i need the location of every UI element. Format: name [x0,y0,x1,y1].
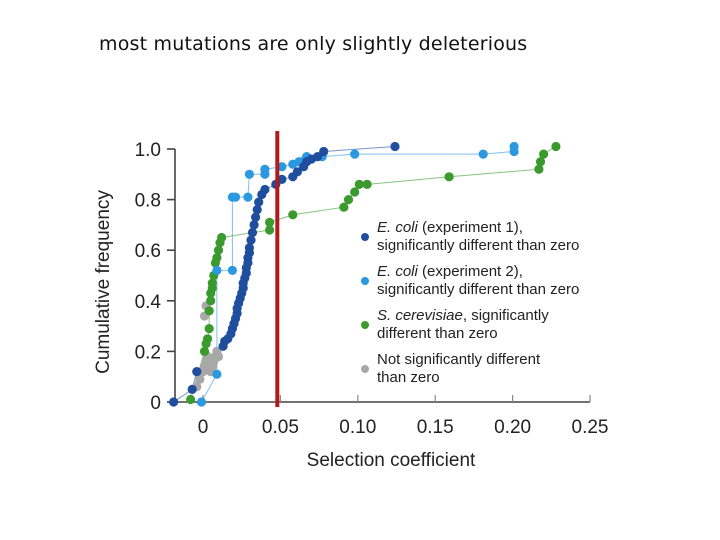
legend-label-line2: than zero [377,369,440,386]
y-tick-label: 1.0 [135,140,161,161]
data-point [260,184,270,195]
data-point [265,225,275,235]
data-point [169,397,179,407]
legend-marker [361,277,369,285]
data-point [212,253,222,263]
data-point [277,162,287,172]
data-point [244,169,254,179]
threshold-line [275,131,280,407]
legend-label: S. cerevisiae, significantly [377,307,549,324]
data-point [192,367,202,377]
data-point [260,164,270,174]
data-point [319,146,329,157]
data-point [509,141,519,152]
legend-label-line2: significantly different than zero [377,237,579,254]
x-tick-label: 0.25 [572,417,609,438]
data-point [354,179,364,189]
data-point [350,149,360,159]
data-point [204,324,214,334]
data-point [206,296,216,306]
data-point [244,243,254,253]
data-point [539,149,549,159]
data-point [212,265,222,275]
data-point [230,192,241,202]
slide-title: most mutations are only slightly deleter… [99,33,528,55]
data-point [213,351,224,362]
series-line [201,146,515,403]
data-point [187,384,197,394]
data-point [277,174,287,184]
legend-label: E. coli (experiment 1), [377,219,523,236]
data-point [339,202,349,212]
data-point [196,397,207,407]
data-point [251,212,261,222]
legend-label: E. coli (experiment 2), [377,263,523,280]
data-point [444,172,454,182]
data-point [246,235,256,245]
data-point [350,187,360,197]
data-point [249,220,259,230]
data-point [204,306,214,316]
y-tick-label: 0.4 [135,292,162,313]
x-axis-title: Selection coefficient [307,450,476,471]
data-point [254,197,264,207]
data-point [212,369,222,379]
data-point [186,394,196,405]
legend-marker [361,365,369,373]
legend: E. coli (experiment 1),significantly dif… [361,219,579,386]
data-point [390,141,400,152]
legend-label-line2: significantly different than zero [377,281,579,298]
legend-marker [361,321,369,329]
threshold-vline [275,131,280,407]
data-point [343,195,354,205]
y-axis-title: Cumulative frequency [93,190,114,374]
x-tick-label: 0.05 [262,417,299,438]
data-point [362,179,372,189]
x-tick-label: 0.20 [494,417,531,438]
x-tick-label: 0 [198,417,209,438]
y-tick-label: 0.6 [135,241,161,262]
y-tick-label: 0 [150,393,161,414]
data-point [534,164,544,174]
data-point [478,149,488,159]
data-point [265,217,275,227]
x-tick-label: 0.15 [417,417,454,438]
x-tick-label: 0.10 [339,417,376,438]
legend-marker [361,233,369,241]
data-point [535,157,546,167]
data-point [195,374,205,384]
y-tick-label: 0.8 [135,191,161,212]
axes: 0 0.2 0.4 0.6 0.8 1.0 0 0.05 0.10 0.15 0.20 0.25 [135,140,609,438]
data-point [207,278,217,288]
data-point [247,227,258,238]
data-point [199,346,210,356]
legend-label: Not significantly different [377,351,541,368]
data-point [217,232,227,243]
series-points-2 [186,141,561,405]
data-point [213,245,224,255]
data-point [252,205,262,215]
data-point [243,192,253,202]
legend-label-line2: different than zero [377,325,498,342]
y-tick-label: 0.2 [135,342,161,363]
data-point [313,152,323,162]
data-point [203,334,213,344]
data-point [288,210,298,220]
data-point [551,141,561,152]
data-point [292,167,302,177]
data-point [227,265,237,275]
